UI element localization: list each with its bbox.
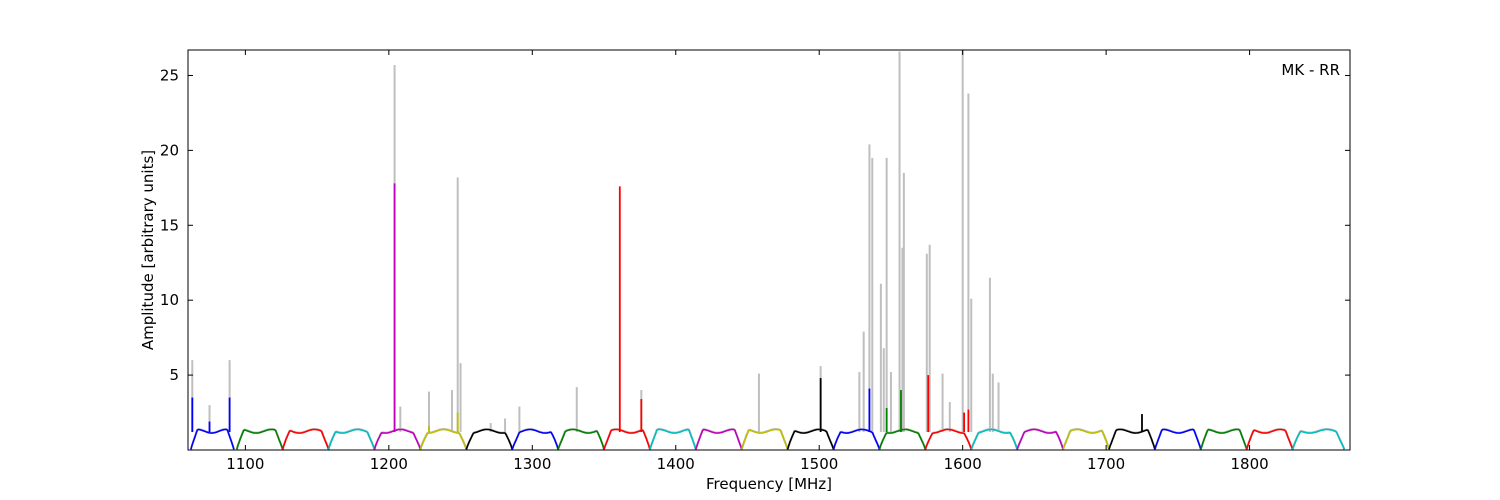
x-axis: 1100 1200 1300 1400 1500 1600 1700 1800 xyxy=(226,50,1269,473)
band-line-green xyxy=(236,428,284,450)
band-line-black xyxy=(786,428,835,450)
x-tick-label: 1700 xyxy=(1087,455,1125,473)
y-tick-label: 20 xyxy=(160,141,179,159)
band-line-green xyxy=(1200,428,1248,450)
y-tick-label: 25 xyxy=(160,66,179,84)
x-tick-label: 1300 xyxy=(513,455,551,473)
band-line-magenta xyxy=(695,428,743,450)
x-tick-label: 1400 xyxy=(657,455,695,473)
plot-frame xyxy=(187,49,1351,451)
band-line-olive xyxy=(419,428,468,450)
band-line-blue xyxy=(190,428,235,450)
y-axis: 5 10 15 20 25 xyxy=(160,66,1350,384)
band-line-olive xyxy=(1062,428,1110,450)
band-line-red xyxy=(603,428,651,450)
band-line-red xyxy=(281,428,330,450)
x-tick-label: 1200 xyxy=(370,455,408,473)
band-line-green xyxy=(878,428,927,450)
x-tick-label: 1800 xyxy=(1230,455,1268,473)
band-line-red xyxy=(924,428,973,450)
band-line-cyan xyxy=(327,428,376,450)
band-line-olive xyxy=(740,428,789,450)
band-line-cyan xyxy=(970,428,1018,450)
band-line-blue xyxy=(832,428,881,450)
x-tick-label: 1600 xyxy=(944,455,982,473)
band-line-black xyxy=(1108,428,1156,450)
y-tick-label: 10 xyxy=(160,291,179,309)
band-line-green xyxy=(557,428,605,450)
x-tick-label: 1100 xyxy=(226,455,264,473)
band-line-magenta xyxy=(1016,428,1064,450)
x-tick-label: 1500 xyxy=(800,455,838,473)
y-tick-label: 15 xyxy=(160,216,179,234)
band-line-black xyxy=(465,428,513,450)
band-line-blue xyxy=(511,428,559,450)
y-tick-label: 5 xyxy=(169,366,179,384)
panel-annotation: MK - RR xyxy=(1281,61,1340,79)
x-axis-label: Frequency [MHz] xyxy=(706,475,832,493)
colored-series xyxy=(190,183,1346,450)
band-line-cyan xyxy=(649,428,697,450)
band-line-red xyxy=(1245,428,1294,450)
band-line-magenta xyxy=(373,428,422,450)
band-line-blue xyxy=(1154,428,1202,450)
y-axis-label: Amplitude [arbitrary units] xyxy=(139,150,157,350)
band-line-cyan xyxy=(1291,428,1346,450)
